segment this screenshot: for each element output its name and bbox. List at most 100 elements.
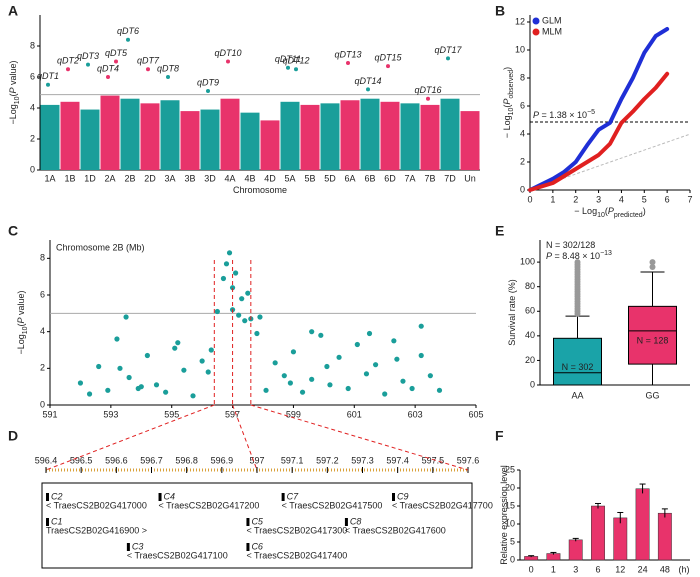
y-tick-label: 0 (40, 399, 45, 409)
text-part: value) (16, 290, 26, 317)
snp (400, 378, 406, 384)
snp (394, 356, 400, 362)
snp (138, 384, 144, 390)
x-tick-label: 7A (404, 173, 415, 183)
snp (86, 391, 93, 397)
text-part: ) (643, 206, 646, 216)
x-tick-label: 5 (642, 194, 647, 204)
gene-id: C5 (251, 516, 263, 526)
x-tick-label: GG (645, 390, 659, 400)
snp (117, 365, 123, 371)
peak (386, 64, 390, 69)
snp (427, 373, 433, 379)
peak-label: qDT3 (77, 51, 99, 61)
x-tick-label: 2 (573, 194, 578, 204)
snp (391, 338, 397, 344)
text-part: ( (16, 323, 26, 326)
box (628, 305, 677, 365)
y-tick-label: 5 (510, 536, 515, 546)
snp (144, 352, 150, 359)
gene-marker (246, 543, 250, 551)
x-tick-label: 12 (615, 564, 625, 574)
text-part: −13 (600, 250, 612, 257)
snp (336, 354, 342, 360)
snp (175, 340, 181, 346)
gene-name: TraesCS2B02G416900 > (46, 525, 147, 535)
snp (272, 360, 278, 366)
peak-label: qDT9 (197, 77, 219, 87)
snp (287, 380, 293, 386)
peak-label: qDT14 (354, 76, 381, 86)
x-tick-label: 593 (103, 409, 118, 419)
gene-marker (344, 518, 348, 526)
gene-id: C7 (287, 491, 299, 501)
snp (345, 385, 351, 392)
x-tick-label: Un (464, 173, 476, 183)
bar (657, 512, 672, 561)
zoom-line (232, 404, 258, 471)
x-tick-label: 4 (619, 194, 624, 204)
snp-cloud (300, 104, 320, 170)
snp (126, 374, 132, 381)
y-tick-label: 20 (505, 482, 515, 492)
annotation: N = 302/128 (546, 240, 595, 250)
panel-label: C (8, 223, 18, 239)
x-tick-label: 596.5 (70, 455, 93, 465)
snp-cloud (180, 111, 200, 170)
peak (166, 75, 170, 79)
text-part: P (533, 110, 539, 120)
peak-label: qDT5 (105, 48, 128, 58)
text-part: P (608, 206, 614, 216)
x-tick-label: 2D (144, 173, 156, 183)
x-tick-label: 4B (244, 173, 255, 183)
peak (446, 56, 450, 61)
x-tick-label: 597.6 (457, 455, 480, 465)
reference-line (529, 133, 691, 191)
peak-label: qDT15 (374, 53, 402, 63)
snp (123, 314, 129, 320)
x-tick-label: 3B (184, 173, 195, 183)
snp (77, 380, 84, 386)
text-part: 10 (22, 326, 29, 334)
x-tick-label: 3 (596, 194, 601, 204)
x-tick-label: 6D (384, 173, 396, 183)
zoom-line (45, 404, 215, 471)
bar (635, 488, 650, 561)
snp (354, 341, 360, 348)
text-part: observed (508, 70, 515, 99)
text-part: 10 (14, 96, 21, 104)
x-tick-label: 597 (249, 455, 264, 465)
y-tick-label: 80 (525, 281, 535, 291)
text-part: P (8, 87, 18, 93)
gene-id: C4 (164, 491, 176, 501)
snp-cloud (320, 103, 340, 170)
y-tick-label: 15 (505, 500, 515, 510)
gene-name: < TraesCS2B02G417000 (46, 500, 147, 510)
peak-label: qDT12 (282, 56, 309, 66)
legend-marker (532, 17, 540, 25)
x-axis-label: Chromosome (233, 185, 287, 195)
x-tick-label: 597.2 (316, 455, 339, 465)
y-tick-label: 2 (30, 133, 35, 143)
snp (199, 358, 205, 364)
snp (409, 385, 415, 392)
snp (366, 330, 373, 337)
x-tick-label: 605 (468, 409, 483, 419)
snp (236, 312, 242, 318)
y-tick-label: 40 (525, 330, 535, 340)
snp (309, 329, 315, 335)
y-axis-label: Relative expression level (499, 465, 509, 565)
snp (172, 345, 178, 351)
outlier (649, 264, 656, 271)
x-tick-label: 591 (42, 409, 57, 419)
y-tick-label: 12 (515, 16, 525, 26)
snp (327, 382, 333, 388)
n-label: N = 128 (637, 336, 669, 346)
x-tick-label: 596.7 (140, 455, 163, 465)
y-tick-label: 0 (520, 184, 525, 194)
snp (299, 389, 306, 395)
peak-label: qDT17 (434, 45, 462, 55)
y-axis-label: −Log10(P value) (16, 290, 29, 354)
y-tick-label: 10 (515, 44, 525, 54)
snp-cloud (40, 104, 60, 170)
